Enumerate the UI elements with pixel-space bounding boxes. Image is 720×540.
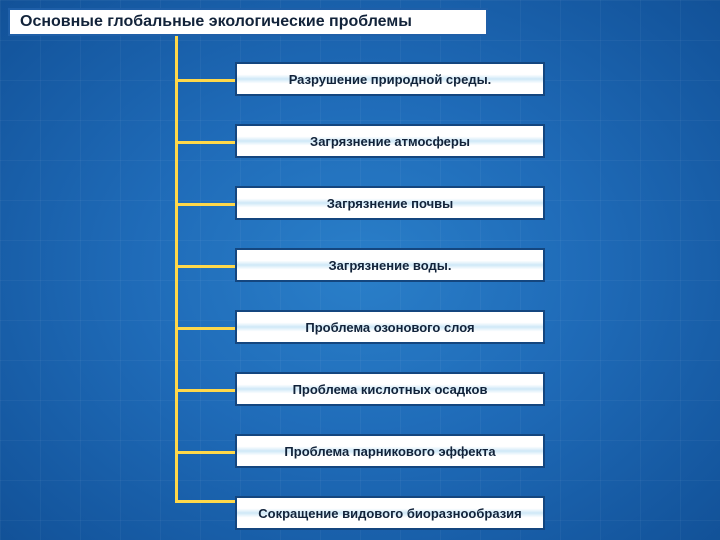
branch-line — [175, 451, 235, 454]
item-box: Проблема парникового эффекта — [235, 434, 545, 468]
item-label: Разрушение природной среды. — [289, 72, 492, 87]
item-label: Загрязнение почвы — [327, 196, 453, 211]
item-box: Разрушение природной среды. — [235, 62, 545, 96]
item-label: Загрязнение воды. — [329, 258, 452, 273]
item-box: Загрязнение атмосферы — [235, 124, 545, 158]
branch-line — [175, 265, 235, 268]
branch-line — [175, 203, 235, 206]
title-box: Основные глобальные экологические пробле… — [8, 8, 488, 36]
branch-line — [175, 141, 235, 144]
item-label: Проблема парникового эффекта — [284, 444, 495, 459]
item-box: Сокращение видового биоразнообразия — [235, 496, 545, 530]
diagram-container: Основные глобальные экологические пробле… — [0, 0, 720, 540]
branch-line — [175, 327, 235, 330]
branch-line — [175, 389, 235, 392]
item-label: Сокращение видового биоразнообразия — [258, 506, 522, 521]
item-box: Проблема озонового слоя — [235, 310, 545, 344]
branch-line — [175, 500, 235, 503]
item-box: Загрязнение воды. — [235, 248, 545, 282]
item-box: Загрязнение почвы — [235, 186, 545, 220]
branch-line — [175, 79, 235, 82]
item-box: Проблема кислотных осадков — [235, 372, 545, 406]
item-label: Загрязнение атмосферы — [310, 134, 470, 149]
item-label: Проблема кислотных осадков — [293, 382, 488, 397]
item-label: Проблема озонового слоя — [305, 320, 474, 335]
trunk-line — [175, 36, 178, 503]
